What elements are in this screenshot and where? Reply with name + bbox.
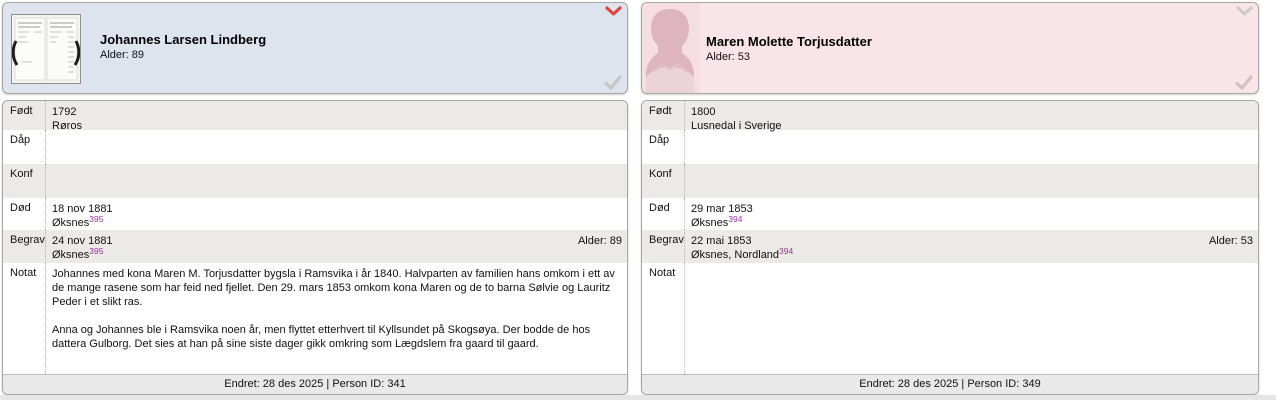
events-box: Født 1792 Røros Dåp Konf Død 18 nov 1881… — [2, 100, 628, 395]
event-place: Øksnes394 — [691, 214, 743, 229]
event-place: Lusnedal i Sverige — [691, 120, 782, 132]
event-value: 22 mai 1853 Alder: 53 Øksnes, Nordland394 — [684, 230, 1258, 263]
person-card-maren: Maren Molette Torjusdatter Alder: 53 Fød… — [641, 2, 1259, 395]
event-value — [684, 130, 1258, 164]
female-silhouette-icon — [642, 3, 700, 93]
note-text: Johannes med kona Maren M. Torjusdatter … — [45, 263, 627, 374]
citation-link[interactable]: 395 — [89, 214, 104, 224]
event-label: Konf — [10, 168, 33, 180]
person-age: Alder: 89 — [100, 49, 145, 61]
event-row-dap[interactable]: Dåp — [642, 130, 1258, 164]
person-cards-panel: Johannes Larsen Lindberg Alder: 89 Født … — [2, 2, 1259, 395]
person-photo-thumbnail[interactable] — [11, 14, 81, 84]
event-date: 18 nov 1881 — [52, 203, 113, 215]
person-name: Johannes Larsen Lindberg — [100, 32, 267, 47]
event-label: Født — [649, 105, 672, 117]
person-header[interactable]: Maren Molette Torjusdatter Alder: 53 — [641, 2, 1259, 94]
event-value — [684, 164, 1258, 198]
event-place: Øksnes, Nordland394 — [691, 246, 794, 261]
event-value: 18 nov 1881 Øksnes395 — [45, 198, 627, 230]
event-value: 1792 Røros — [45, 101, 627, 132]
event-date: 24 nov 1881 — [52, 235, 113, 247]
event-row-konf[interactable]: Konf — [642, 164, 1258, 198]
event-label: Død — [649, 202, 670, 214]
event-label: Dåp — [649, 134, 670, 146]
event-row-konf[interactable]: Konf — [3, 164, 627, 198]
window-bottom-edge — [0, 395, 1276, 400]
event-row-notat[interactable]: Notat — [642, 263, 1258, 374]
person-photo-placeholder[interactable] — [642, 3, 700, 93]
event-label: Notat — [649, 267, 676, 279]
event-value: 29 mar 1853 Øksnes394 — [684, 198, 1258, 230]
event-date: 1792 — [52, 106, 77, 118]
event-value — [45, 130, 627, 164]
event-date: 1800 — [691, 106, 716, 118]
event-value: 1800 Lusnedal i Sverige — [684, 101, 1258, 132]
event-row-dod[interactable]: Død 18 nov 1881 Øksnes395 — [3, 198, 627, 230]
age-at-event: Alder: 53 — [1208, 235, 1253, 247]
person-header[interactable]: Johannes Larsen Lindberg Alder: 89 — [2, 2, 628, 94]
chevron-down-icon[interactable] — [605, 6, 622, 17]
event-label: Notat — [10, 267, 37, 279]
person-header-text: Maren Molette Torjusdatter Alder: 53 — [706, 34, 872, 64]
event-row-begrav[interactable]: Begrav 22 mai 1853 Alder: 53 Øksnes, Nord… — [642, 230, 1258, 263]
citation-link[interactable]: 394 — [779, 246, 794, 256]
event-label: Født — [10, 105, 33, 117]
note-text — [684, 263, 1258, 374]
event-value: 24 nov 1881 Alder: 89 Øksnes395 — [45, 230, 627, 263]
person-card-johannes: Johannes Larsen Lindberg Alder: 89 Født … — [2, 2, 628, 395]
event-label: Begrav — [10, 234, 45, 246]
event-row-fodt[interactable]: Født 1800 Lusnedal i Sverige — [642, 101, 1258, 132]
event-place: Røros — [52, 120, 82, 132]
event-row-dap[interactable]: Dåp — [3, 130, 627, 164]
event-label: Dåp — [10, 134, 31, 146]
events-box: Født 1800 Lusnedal i Sverige Dåp Konf Dø… — [641, 100, 1259, 395]
event-row-fodt[interactable]: Født 1792 Røros — [3, 101, 627, 132]
card-footer-status: Endret: 28 des 2025 | Person ID: 349 — [642, 374, 1258, 394]
event-place: Øksnes395 — [52, 214, 104, 229]
chevron-down-icon[interactable] — [1236, 6, 1253, 17]
event-label: Konf — [649, 168, 672, 180]
church-book-photo — [11, 15, 81, 83]
event-label: Død — [10, 202, 31, 214]
event-value — [45, 164, 627, 198]
card-footer-status: Endret: 28 des 2025 | Person ID: 341 — [3, 374, 627, 394]
citation-link[interactable]: 394 — [728, 214, 743, 224]
age-at-event: Alder: 89 — [577, 235, 622, 247]
event-row-dod[interactable]: Død 29 mar 1853 Øksnes394 — [642, 198, 1258, 230]
event-place: Øksnes395 — [52, 246, 104, 261]
event-row-begrav[interactable]: Begrav 24 nov 1881 Alder: 89 Øksnes395 — [3, 230, 627, 263]
checkmark-icon[interactable] — [604, 75, 622, 90]
event-date: 22 mai 1853 — [691, 235, 752, 247]
checkmark-icon[interactable] — [1235, 75, 1253, 90]
person-age: Alder: 53 — [706, 51, 751, 63]
event-label: Begrav — [649, 234, 684, 246]
person-header-text: Johannes Larsen Lindberg Alder: 89 — [100, 32, 266, 62]
event-date: 29 mar 1853 — [691, 203, 753, 215]
person-name: Maren Molette Torjusdatter — [706, 34, 872, 49]
event-row-notat[interactable]: Notat Johannes med kona Maren M. Torjusd… — [3, 263, 627, 374]
citation-link[interactable]: 395 — [89, 246, 104, 256]
